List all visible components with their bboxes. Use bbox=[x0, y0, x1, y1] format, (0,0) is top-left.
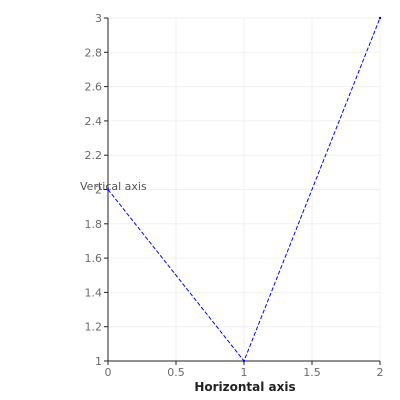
data-point bbox=[242, 359, 246, 363]
y-tick-label: 2.4 bbox=[85, 115, 103, 128]
y-ticks: 1 1.2 1.4 1.6 1.8 2 2.2 2.4 2.6 2.8 3 bbox=[85, 12, 108, 368]
x-ticks: 0 0.5 1 1.5 2 bbox=[105, 361, 384, 379]
y-tick-label: 1 bbox=[95, 355, 102, 368]
y-tick-label: 2 bbox=[95, 184, 102, 197]
x-tick-label: 1 bbox=[241, 366, 248, 379]
y-tick-label: 1.4 bbox=[85, 286, 103, 299]
grid bbox=[107, 17, 381, 362]
y-tick-label: 2.2 bbox=[85, 149, 103, 162]
y-tick-label: 1.2 bbox=[85, 321, 103, 334]
x-tick-label: 0 bbox=[105, 366, 112, 379]
y-tick-label: 1.8 bbox=[85, 218, 103, 231]
data-point bbox=[106, 188, 110, 191]
data-point bbox=[378, 16, 382, 20]
x-tick-label: 1.5 bbox=[303, 366, 321, 379]
x-tick-label: 0.5 bbox=[167, 366, 185, 379]
y-tick-label: 1.6 bbox=[85, 252, 103, 265]
series-layer bbox=[106, 16, 382, 363]
y-tick-label: 2.6 bbox=[85, 81, 103, 94]
y-axis-title: Vertical axis bbox=[80, 180, 147, 193]
y-tick-label: 2.8 bbox=[85, 46, 103, 59]
y-tick-label: 3 bbox=[95, 12, 102, 25]
x-axis-title: Horizontal axis bbox=[194, 380, 295, 394]
x-tick-label: 2 bbox=[377, 366, 384, 379]
